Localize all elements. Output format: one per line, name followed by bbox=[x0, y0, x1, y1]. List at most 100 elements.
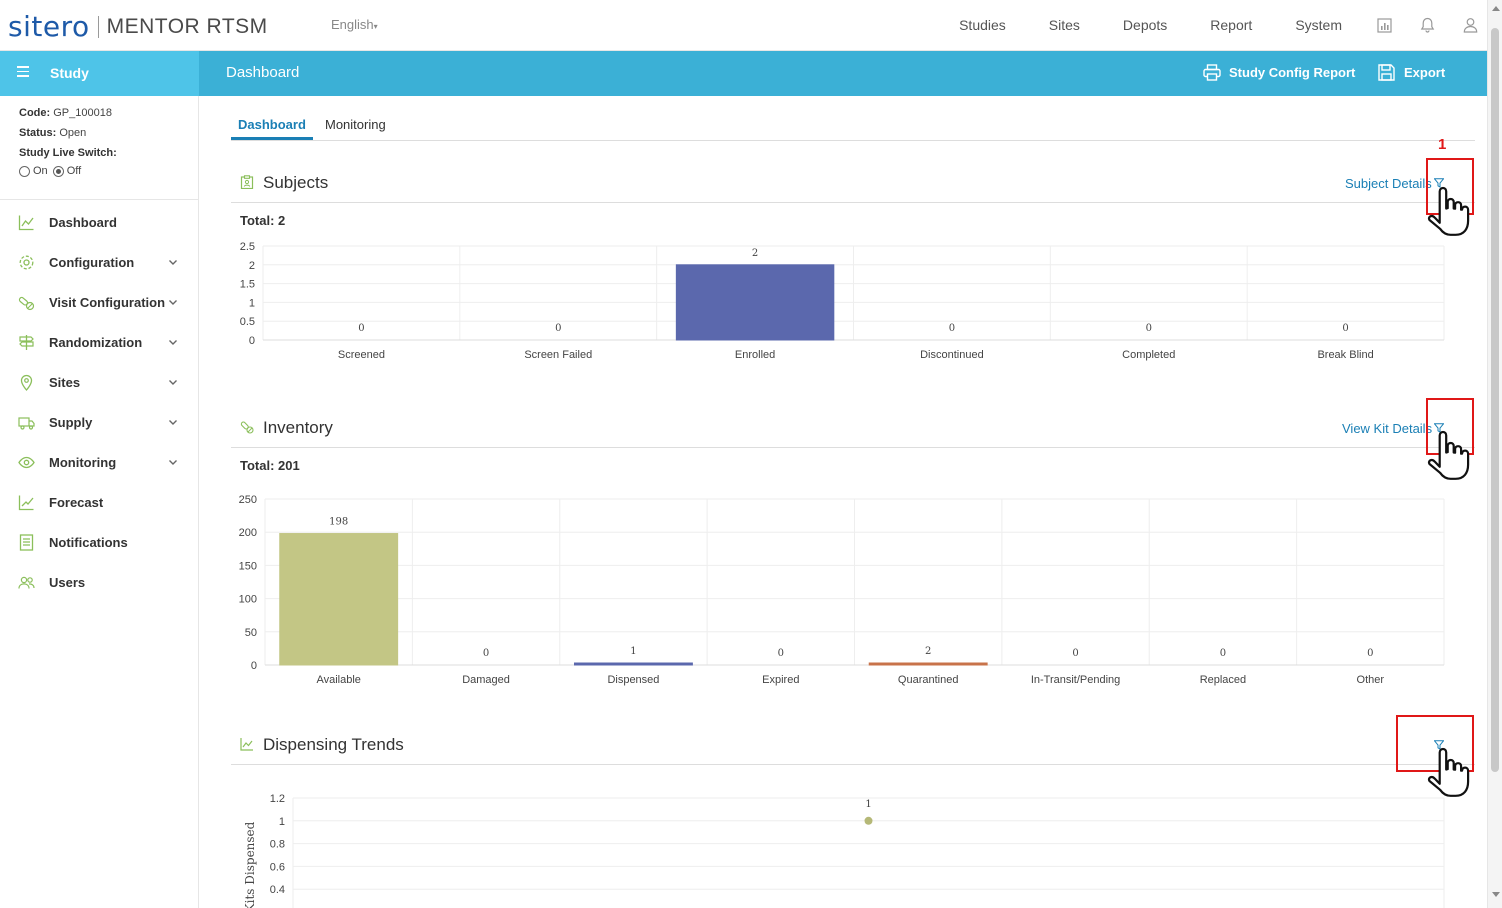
study-config-report-button[interactable]: Study Config Report bbox=[1203, 64, 1355, 81]
live-switch-off-radio[interactable] bbox=[52, 165, 64, 177]
study-config-report-label: Study Config Report bbox=[1229, 65, 1356, 80]
x-tick-label: Replaced bbox=[1200, 674, 1246, 686]
view-kit-details-link[interactable]: View Kit Details bbox=[1342, 421, 1433, 436]
nav-studies[interactable]: Studies bbox=[959, 17, 1006, 33]
study-header-title: Study bbox=[50, 65, 89, 81]
top-nav: Studies Sites Depots Report System bbox=[959, 0, 1502, 50]
sidebar-item-label: Monitoring bbox=[49, 455, 117, 470]
filter-icon[interactable] bbox=[1434, 178, 1444, 188]
nav-system[interactable]: System bbox=[1295, 17, 1342, 33]
nav-depots[interactable]: Depots bbox=[1122, 17, 1168, 33]
export-label: Export bbox=[1404, 65, 1446, 80]
x-tick-label: Expired bbox=[762, 674, 799, 686]
signpost-icon bbox=[19, 335, 34, 350]
data-label: 0 bbox=[1220, 648, 1226, 659]
subject-details-link[interactable]: Subject Details bbox=[1345, 176, 1432, 191]
x-tick-label: Damaged bbox=[462, 674, 510, 686]
data-label: 1 bbox=[630, 646, 636, 657]
caret-down-icon: ▾ bbox=[373, 22, 378, 31]
sidebar-item-users[interactable]: Users bbox=[0, 562, 198, 602]
live-switch: On Off bbox=[19, 165, 198, 177]
status-value: Open bbox=[59, 127, 87, 139]
sidebar-item-dashboard[interactable]: Dashboard bbox=[0, 202, 198, 242]
nav-report[interactable]: Report bbox=[1210, 17, 1253, 33]
sidebar-item-label: Users bbox=[49, 575, 86, 590]
x-tick-label: Available bbox=[316, 674, 360, 686]
sidebar-item-sites[interactable]: Sites bbox=[0, 362, 198, 402]
map-pin-icon bbox=[20, 374, 33, 391]
sidebar-item-forecast[interactable]: Forecast bbox=[0, 482, 198, 522]
clipboard-icon bbox=[240, 175, 254, 189]
chevron-down-icon[interactable] bbox=[167, 416, 179, 428]
logo-product: MENTOR RTSM bbox=[106, 14, 268, 38]
data-label: 1 bbox=[865, 799, 871, 810]
scroll-up-icon[interactable] bbox=[1492, 6, 1500, 11]
filter-icon[interactable] bbox=[1434, 740, 1444, 750]
sidebar-item-label: Visit Configuration bbox=[49, 295, 166, 310]
live-switch-on-label: On bbox=[33, 165, 48, 177]
filter-icon[interactable] bbox=[1434, 423, 1444, 433]
language-selector[interactable]: English▾ bbox=[331, 17, 378, 32]
sidebar-item-supply[interactable]: Supply bbox=[0, 402, 198, 442]
x-tick-label: Other bbox=[1357, 674, 1385, 686]
printer-icon bbox=[1203, 64, 1221, 81]
y-axis-label: Kits Dispensed bbox=[243, 821, 257, 908]
data-label: 0 bbox=[1146, 323, 1152, 334]
chevron-down-icon[interactable] bbox=[167, 296, 179, 308]
data-label: 0 bbox=[1072, 648, 1078, 659]
inventory-total: Total: 201 bbox=[240, 458, 300, 473]
chevron-down-icon[interactable] bbox=[167, 456, 179, 468]
chevron-down-icon[interactable] bbox=[167, 376, 179, 388]
dispensing-trends-title: Dispensing Trends bbox=[263, 735, 404, 754]
data-label: 0 bbox=[1342, 323, 1348, 334]
chevron-down-icon[interactable] bbox=[167, 336, 179, 348]
logo-divider bbox=[97, 15, 99, 38]
tab-active-indicator bbox=[231, 137, 313, 140]
sidebar-item-notifications[interactable]: Notifications bbox=[0, 522, 198, 562]
users-icon bbox=[18, 576, 35, 589]
dispensing-trends-header: Dispensing Trends bbox=[231, 718, 1475, 765]
hamburger-menu-icon[interactable] bbox=[17, 66, 29, 80]
bar bbox=[868, 662, 988, 666]
scroll-down-icon[interactable] bbox=[1492, 892, 1500, 897]
y-tick-label: 0.5 bbox=[240, 316, 255, 328]
scrollbar-thumb[interactable] bbox=[1491, 28, 1499, 772]
subjects-chart: 2.5 2 1.5 1 0.5 0 0 Screened 0 Screen Failed 2 Enro… bbox=[240, 241, 1445, 361]
chevron-down-icon[interactable] bbox=[167, 256, 179, 268]
y-tick-label: 1.5 bbox=[240, 279, 255, 291]
y-tick-label: 0.8 bbox=[270, 839, 285, 851]
hand-cursor-icon bbox=[1427, 430, 1470, 480]
y-tick-label: 1 bbox=[279, 816, 285, 828]
step-number: 1 bbox=[1438, 136, 1447, 153]
user-icon[interactable] bbox=[1462, 17, 1478, 33]
y-tick-label: 250 bbox=[239, 494, 257, 506]
page-title: Dashboard bbox=[226, 64, 300, 81]
inventory-header: Inventory View Kit Details bbox=[231, 401, 1475, 448]
nav-sites[interactable]: Sites bbox=[1048, 17, 1080, 33]
sidebar-item-visit-configuration[interactable]: Visit Configuration bbox=[0, 282, 198, 322]
tab-dashboard[interactable]: Dashboard bbox=[238, 117, 306, 132]
live-switch-on-radio[interactable] bbox=[19, 165, 30, 177]
y-tick-label: 1.2 bbox=[270, 793, 285, 805]
sidebar-item-randomization[interactable]: Randomization bbox=[0, 322, 198, 362]
logo[interactable]: sitero MENTOR RTSM bbox=[8, 10, 268, 43]
code-value: GP_100018 bbox=[53, 107, 112, 119]
vertical-scrollbar[interactable] bbox=[1487, 0, 1502, 908]
subjects-title: Subjects bbox=[263, 173, 329, 192]
tab-monitoring[interactable]: Monitoring bbox=[325, 117, 386, 132]
inventory-chart: 250200150100500198Available0Damaged1Disp… bbox=[239, 494, 1445, 686]
subjects-header: Subjects Subject Details bbox=[231, 156, 1475, 203]
tab-bar: Dashboard Monitoring bbox=[231, 106, 1475, 141]
y-tick-label: 0.6 bbox=[270, 861, 285, 873]
export-button[interactable]: Export bbox=[1378, 64, 1445, 81]
sidebar-item-label: Sites bbox=[49, 375, 81, 390]
report-chart-icon[interactable] bbox=[1376, 17, 1392, 33]
y-tick-label: 0 bbox=[251, 660, 257, 672]
sidebar-item-configuration[interactable]: Configuration bbox=[0, 242, 198, 282]
x-tick-label: Discontinued bbox=[920, 349, 984, 361]
sidebar-item-monitoring[interactable]: Monitoring bbox=[0, 442, 198, 482]
line-chart-icon bbox=[18, 215, 34, 231]
bell-icon[interactable] bbox=[1419, 17, 1435, 33]
live-switch-off-label: Off bbox=[66, 165, 82, 177]
bar bbox=[675, 264, 835, 341]
